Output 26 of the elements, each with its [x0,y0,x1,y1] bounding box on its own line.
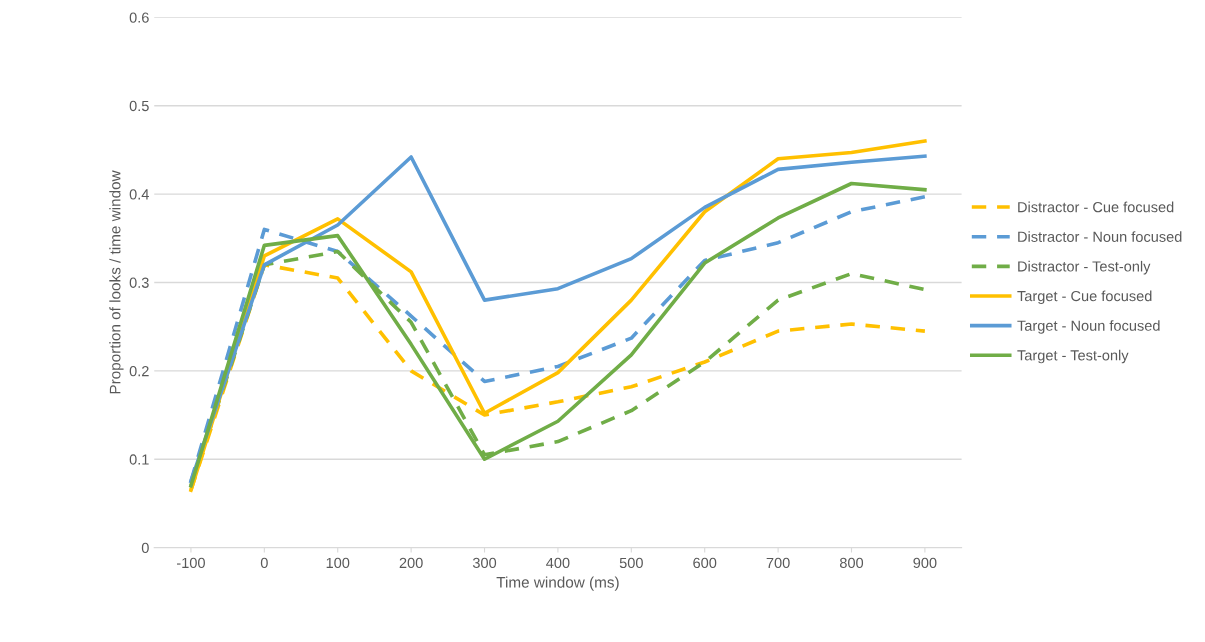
y-tick-label: 0 [141,542,149,554]
x-tick-label: 0 [260,557,268,569]
y-tick-label: 0.2 [129,365,149,377]
legend-label: Target - Cue focused [1017,290,1152,305]
y-tick-label: 0.5 [129,100,149,112]
x-tick-label: 200 [399,557,423,569]
x-tick-label: 800 [839,557,864,569]
legend-label: Distractor - Noun focused [1018,231,1182,242]
y-tick-label: 0.6 [129,12,149,23]
legend-label: Distractor - Test-only [1018,260,1151,275]
x-tick-label: 100 [326,557,350,569]
y-tick-label: 0.4 [129,189,149,200]
legend-label: Target - Noun focused [1017,320,1160,334]
x-tick-label: 300 [472,557,497,569]
x-tick-label: 900 [913,557,937,569]
x-tick-label: 600 [693,557,717,569]
x-tick-label: 400 [546,557,570,569]
x-axis-title: Time window (ms) [496,576,619,591]
x-tick-label: 500 [619,557,643,569]
legend-label: Target - Test-only [1017,349,1129,364]
y-tick-label: 0.1 [129,454,149,465]
y-axis-title: Proportion of looks / time window [109,170,124,394]
x-tick-label: -100 [176,557,205,569]
x-tick-label: 700 [766,557,790,569]
y-tick-label: 0.3 [129,277,149,288]
legend-label: Distractor - Cue focused [1018,201,1174,213]
